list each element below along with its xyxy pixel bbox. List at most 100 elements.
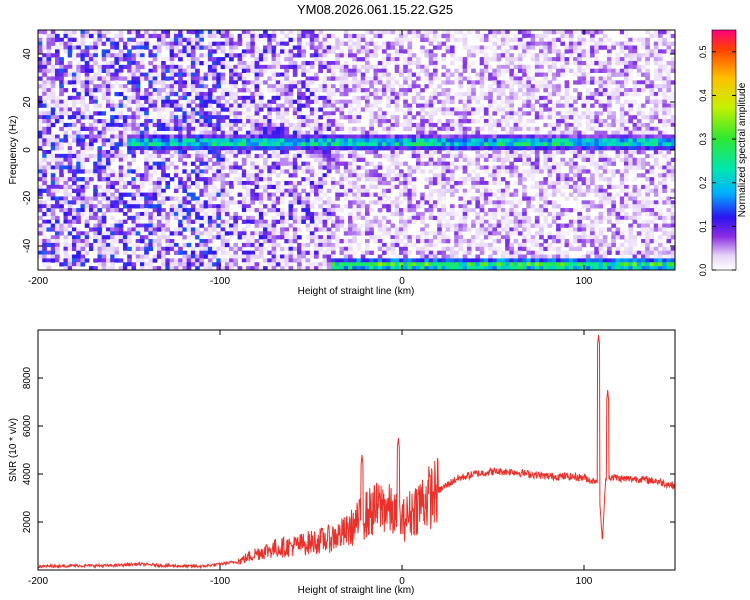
spectrogram-cell — [199, 177, 205, 182]
spectrogram-cell — [182, 242, 188, 248]
spectrogram-cell — [314, 53, 319, 58]
spectrogram-cell — [475, 130, 481, 135]
spectrogram-cell — [386, 219, 391, 224]
spectrogram-cell — [522, 53, 527, 58]
spectrogram-cell — [118, 72, 124, 77]
spectrogram-cell — [505, 68, 510, 73]
spectrogram-cell — [335, 227, 340, 232]
spectrogram-cell — [466, 91, 472, 97]
spectrogram-cell — [67, 45, 73, 50]
spectrogram-cell — [331, 153, 336, 159]
spectrogram-cell — [288, 215, 294, 221]
spectrogram-cell — [369, 134, 374, 139]
spectrogram-cell — [101, 177, 107, 182]
spectrogram-cell — [348, 254, 353, 259]
spectrogram-cell — [475, 76, 481, 81]
spectrogram-cell — [195, 134, 200, 139]
spectrogram-cell — [454, 37, 459, 43]
spectrogram-cell — [50, 184, 56, 190]
spectrogram-cell — [258, 177, 264, 182]
spectrogram-cell — [59, 153, 64, 159]
spectrogram-cell — [352, 115, 357, 120]
spectrogram-cell — [54, 115, 60, 120]
spectrogram-cell — [292, 72, 298, 77]
spectrogram-cell — [195, 68, 200, 73]
spectrogram-cell — [318, 246, 323, 252]
spectrogram-cell — [475, 173, 481, 178]
spectrogram-cell — [458, 64, 464, 70]
spectrogram-cell — [377, 142, 383, 147]
spectrogram-cell — [331, 219, 336, 224]
spectrogram-cell — [390, 142, 396, 147]
spectrogram-cell — [505, 184, 510, 190]
spectrogram-cell — [76, 208, 81, 213]
spectrogram-cell — [156, 30, 162, 35]
spectrogram-cell — [441, 204, 447, 209]
spectrogram-cell — [309, 150, 315, 155]
spectrogram-cell — [195, 76, 200, 81]
spectrogram-cell — [297, 180, 302, 186]
spectrogram-cell — [343, 84, 349, 89]
spectrogram-cell — [496, 169, 502, 174]
spectrogram-cell — [441, 165, 447, 170]
spectrogram-cell — [101, 49, 107, 54]
spectrogram-cell — [432, 111, 438, 116]
spectrogram-cell — [309, 119, 315, 124]
spectrogram-cell — [54, 142, 60, 147]
spectrogram-cell — [135, 146, 141, 151]
spectrogram-cell — [178, 103, 183, 108]
spectrogram-cell — [458, 84, 464, 89]
spectrogram-cell — [420, 239, 425, 244]
spectrogram-cell — [178, 76, 183, 81]
spectrogram-cell — [224, 200, 230, 205]
spectrogram-cell — [322, 177, 328, 182]
spectrogram-cell — [373, 142, 379, 147]
spectrogram-cell — [80, 37, 86, 43]
spectrogram-cell — [207, 231, 213, 236]
spectrogram-cell — [381, 49, 387, 54]
spectrogram-cell — [156, 95, 162, 101]
spectrogram-cell — [390, 211, 396, 217]
spectrogram-cell — [280, 72, 285, 77]
spectrogram-cell — [509, 204, 515, 209]
spectrogram-cell — [394, 204, 400, 209]
spectrogram-cell — [275, 130, 281, 135]
spectrogram-cell — [195, 177, 200, 182]
spectrogram-cell — [165, 246, 171, 252]
spectrogram-cell — [441, 111, 447, 116]
spectrogram-cell — [488, 223, 493, 228]
spectrogram-cell — [326, 76, 332, 81]
spectrogram-cell — [471, 80, 476, 85]
spectrogram-cell — [500, 208, 506, 213]
spectrogram-cell — [50, 208, 56, 213]
spectrogram-cell — [101, 134, 107, 139]
spectrogram-cell — [420, 134, 425, 139]
spectrogram-cell — [186, 153, 192, 159]
spectrogram-cell — [441, 266, 447, 270]
spectrogram-cell — [173, 262, 179, 267]
spectrogram-cell — [190, 231, 196, 236]
spectrogram-cell — [139, 262, 145, 267]
spectrogram-cell — [144, 150, 149, 155]
spectrogram-cell — [505, 223, 510, 228]
spectrogram-cell — [105, 184, 111, 190]
spectrogram-cell — [411, 30, 417, 35]
spectrogram-cell — [258, 68, 264, 73]
spectrogram-cell — [352, 107, 357, 112]
spectrogram-cell — [224, 107, 230, 112]
spectrogram-cell — [190, 204, 196, 209]
spectrogram-cell — [118, 227, 124, 232]
spectrogram-cell — [84, 184, 90, 190]
spectrogram-cell — [220, 266, 226, 270]
spectrogram-cell — [182, 72, 188, 77]
spectrogram-cell — [38, 231, 43, 236]
spectrogram-cell — [449, 223, 455, 228]
spectrogram-cell — [254, 103, 260, 108]
spectrogram-cell — [462, 204, 468, 209]
spectrogram-cell — [509, 246, 515, 252]
spectrogram-cell — [356, 99, 362, 104]
spectrogram-cell — [263, 30, 268, 35]
spectrogram-cell — [292, 126, 298, 132]
spectrogram-cell — [284, 231, 289, 236]
spectrogram-cell — [369, 173, 374, 178]
